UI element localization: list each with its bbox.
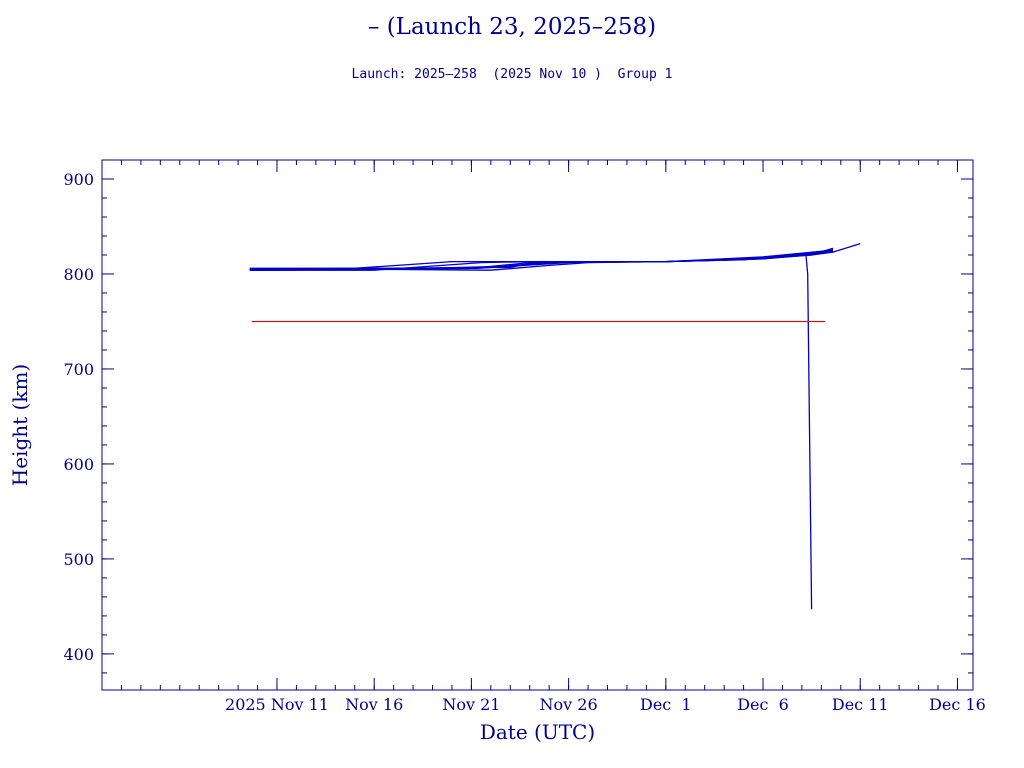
plot-frame (101, 159, 974, 691)
chart-subtitle: Launch: 2025–258 (2025 Nov 10 ) Group 1 (351, 67, 673, 82)
x-tick-label: Dec 6 (737, 695, 789, 714)
y-tick-label: 600 (63, 455, 94, 474)
x-tick-label: 2025 Nov 11 (225, 695, 329, 714)
x-tick-label: Dec 1 (640, 695, 692, 714)
y-tick-label: 700 (63, 360, 94, 379)
series-line-reentering-object (249, 252, 813, 610)
chart-title: – (Launch 23, 2025–258) (367, 14, 657, 40)
x-tick-label: Nov 21 (442, 695, 500, 714)
y-axis-title: Height (km) (8, 364, 32, 486)
y-tick-label: 500 (63, 550, 94, 569)
x-tick-label: Dec 16 (929, 695, 986, 714)
axis-ticks (101, 159, 973, 690)
y-tick-label: 400 (63, 645, 94, 664)
plot-series (249, 242, 861, 610)
x-tick-label: Nov 26 (540, 695, 598, 714)
tick-labels: 400 500 600 700 800 900 2025 Nov 11 Nov 16 Nov 2… (63, 170, 985, 714)
y-tick-label: 800 (63, 265, 94, 284)
x-tick-label: Nov 16 (345, 695, 403, 714)
x-tick-label: Dec 11 (832, 695, 889, 714)
y-tick-label: 900 (63, 170, 94, 189)
x-axis-title: Date (UTC) (480, 720, 595, 744)
